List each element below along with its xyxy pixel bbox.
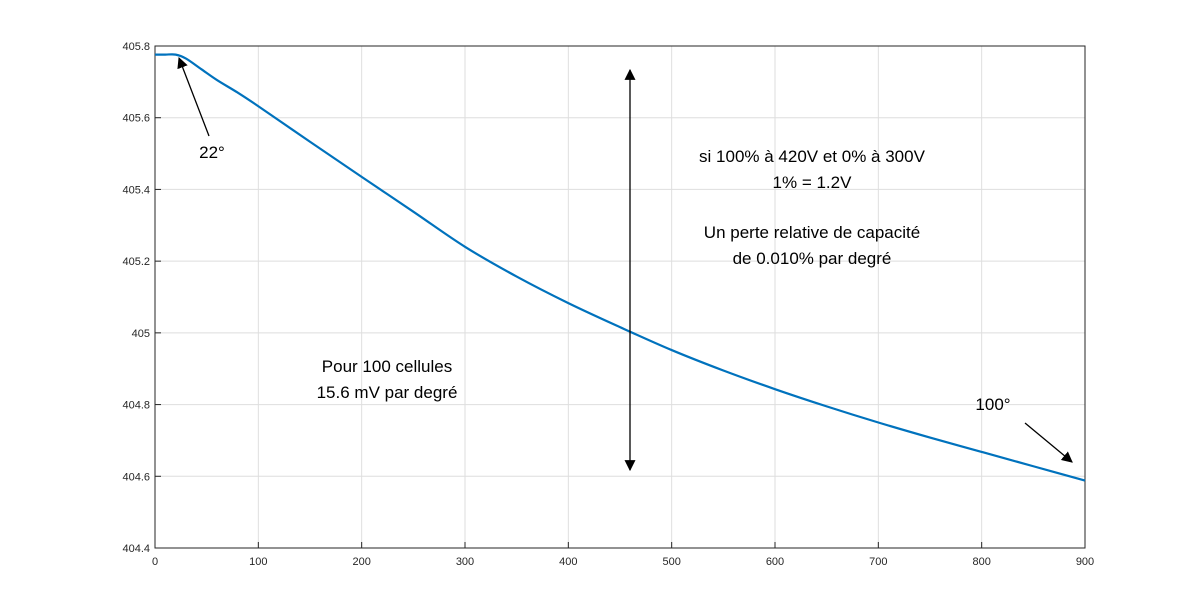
x-tick-label: 600 <box>766 556 784 568</box>
x-tick-label: 0 <box>152 556 158 568</box>
x-tick-label: 100 <box>249 556 267 568</box>
annotation-22-degree: 22° <box>199 143 225 162</box>
y-tick-label: 404.8 <box>122 400 150 412</box>
annotation-capacity-rate: de 0.010% par degré <box>733 249 892 268</box>
x-tick-label: 400 <box>559 556 577 568</box>
series-line <box>154 53 1086 482</box>
x-tick-label: 500 <box>662 556 680 568</box>
annotation-percent-voltage: 1% = 1.2V <box>773 173 853 192</box>
annotation-mv-per-degree: 15.6 mV par degré <box>317 383 458 402</box>
y-tick-label: 405.4 <box>122 184 150 196</box>
y-tick-label: 404.6 <box>122 471 150 483</box>
y-tick-label: 405.6 <box>122 113 150 125</box>
x-tick-label: 300 <box>456 556 474 568</box>
x-tick-label: 700 <box>869 556 887 568</box>
x-tick-label: 200 <box>352 556 370 568</box>
annotation-capacity-loss: Un perte relative de capacité <box>704 223 920 242</box>
y-tick-label: 405.2 <box>122 256 150 268</box>
y-tick-label: 404.4 <box>122 543 150 555</box>
plot-area <box>154 45 1086 549</box>
annotation-100-degree: 100° <box>975 395 1010 414</box>
x-tick-label: 800 <box>972 556 990 568</box>
annotation-voltage-range: si 100% à 420V et 0% à 300V <box>699 147 926 166</box>
arrow-100-degree <box>1024 422 1073 463</box>
y-tick-label: 405 <box>132 328 150 340</box>
x-tick-label: 900 <box>1076 556 1094 568</box>
y-tick-label: 405.8 <box>122 41 150 53</box>
arrow-22-degree <box>177 56 210 137</box>
annotation-cell-count: Pour 100 cellules <box>322 357 452 376</box>
